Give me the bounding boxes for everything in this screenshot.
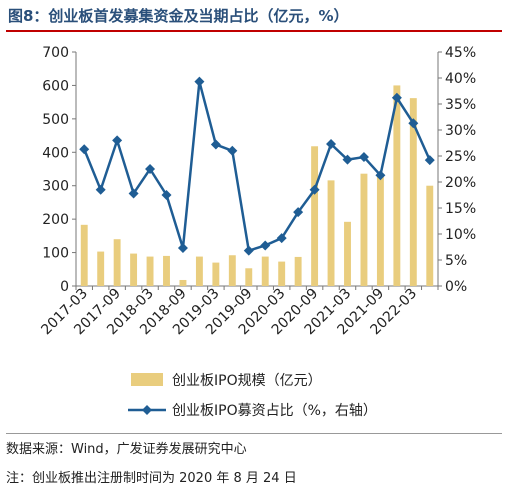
- line-point: [293, 207, 304, 218]
- title-rule: [6, 30, 502, 32]
- line-point: [194, 76, 205, 87]
- bar: [261, 256, 269, 286]
- line-point: [260, 240, 271, 251]
- right-tick-label: 20%: [445, 175, 476, 191]
- bar: [163, 255, 170, 286]
- right-tick-label: 15%: [445, 201, 476, 217]
- legend-line-label: 创业板IPO募资占比（%，右轴）: [172, 403, 377, 419]
- legend-bar-label: 创业板IPO规模（亿元）: [172, 373, 322, 389]
- bar: [245, 268, 253, 286]
- line-point: [95, 184, 106, 195]
- bar: [409, 98, 417, 286]
- line-point: [243, 245, 254, 256]
- left-tick-label: 600: [42, 78, 69, 94]
- bar: [426, 185, 434, 286]
- data-source: 数据来源：Wind，广发证券发展研究中心: [6, 442, 247, 457]
- bar: [278, 261, 286, 286]
- line-point: [145, 164, 156, 174]
- line-point: [210, 139, 221, 150]
- right-tick-label: 35%: [445, 97, 476, 113]
- line-point: [342, 154, 353, 165]
- line-point: [309, 184, 320, 195]
- footer-rule: [6, 433, 502, 434]
- bar: [376, 175, 384, 286]
- bar: [360, 173, 368, 286]
- line-point: [161, 190, 172, 200]
- bar: [393, 85, 401, 286]
- line-point: [326, 139, 337, 150]
- chart: 0 100 200 300 400 500 600 700 0% 5% 10% 15% 20% 25% 30…: [38, 45, 476, 419]
- line-point: [227, 145, 238, 156]
- ratio-line: [83, 81, 431, 253]
- left-tick-label: 300: [42, 179, 69, 195]
- bar: [195, 256, 203, 286]
- left-tick-label: 500: [42, 112, 69, 128]
- line-point: [408, 118, 419, 129]
- line-point: [424, 155, 435, 166]
- right-tick-label: 0%: [445, 279, 467, 295]
- bar: [113, 239, 121, 286]
- bar: [179, 279, 187, 286]
- legend-bar-swatch: [131, 373, 163, 386]
- bar: [130, 253, 138, 286]
- right-tick-label: 25%: [445, 149, 476, 165]
- line-point: [177, 243, 188, 254]
- left-tick-label: 0: [60, 279, 69, 295]
- legend-line-marker: [142, 405, 152, 415]
- bar: [228, 255, 236, 286]
- bar: [344, 221, 351, 286]
- left-tick-label: 100: [42, 246, 69, 262]
- right-tick-label: 30%: [445, 123, 476, 139]
- bar: [80, 224, 88, 286]
- right-tick-label: 40%: [445, 71, 476, 87]
- line-point: [128, 188, 139, 199]
- line-point: [358, 152, 369, 163]
- line-point: [112, 135, 123, 146]
- footnote: 注：创业板推出注册制时间为 2020 年 8 月 24 日: [6, 471, 297, 486]
- left-tick-label: 200: [42, 212, 69, 228]
- right-tick-label: 5%: [445, 253, 467, 269]
- bar: [97, 251, 105, 286]
- bar: [311, 146, 319, 286]
- left-tick-label: 400: [42, 145, 69, 161]
- figure-title: 图8：创业板首发募集资金及当期占比（亿元，%）: [8, 7, 349, 25]
- right-tick-label: 45%: [445, 45, 476, 61]
- left-tick-label: 700: [42, 45, 69, 61]
- line-point: [375, 170, 386, 181]
- line-point: [276, 233, 287, 244]
- bar: [327, 180, 335, 286]
- bar: [212, 262, 220, 286]
- right-tick-label: 10%: [445, 227, 476, 243]
- line-point: [391, 92, 402, 103]
- bar: [146, 256, 154, 286]
- bar: [294, 256, 302, 286]
- line-point: [79, 144, 90, 155]
